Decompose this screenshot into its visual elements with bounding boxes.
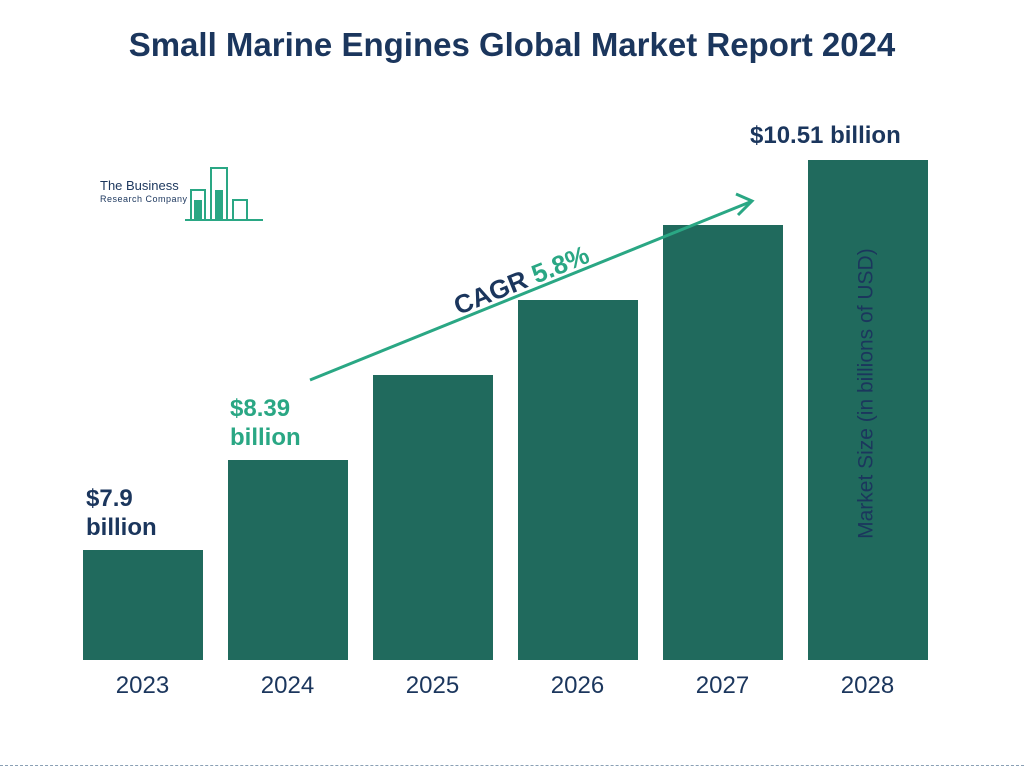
y-axis-label: Market Size (in billions of USD) xyxy=(855,248,879,539)
bar-group xyxy=(78,550,208,660)
bar-value-label: $7.9billion xyxy=(86,485,157,543)
x-axis-label: 2027 xyxy=(658,672,788,700)
x-axis-label: 2028 xyxy=(803,672,933,700)
x-axis-label: 2025 xyxy=(368,672,498,700)
x-axis-labels: 2023 2024 2025 2026 2027 2028 xyxy=(70,672,940,700)
bar xyxy=(373,375,493,660)
bar-group xyxy=(368,375,498,660)
x-axis-label: 2026 xyxy=(513,672,643,700)
bar-value-label: $8.39billion xyxy=(230,395,301,453)
x-axis-label: 2023 xyxy=(78,672,208,700)
cagr-annotation: CAGR 5.8% xyxy=(300,190,770,390)
chart-title: Small Marine Engines Global Market Repor… xyxy=(0,24,1024,67)
x-axis-label: 2024 xyxy=(223,672,353,700)
bottom-divider xyxy=(0,765,1024,766)
bar-value-label: $10.51 billion xyxy=(750,122,901,151)
bar-group xyxy=(223,460,353,660)
bar xyxy=(83,550,203,660)
bar xyxy=(228,460,348,660)
